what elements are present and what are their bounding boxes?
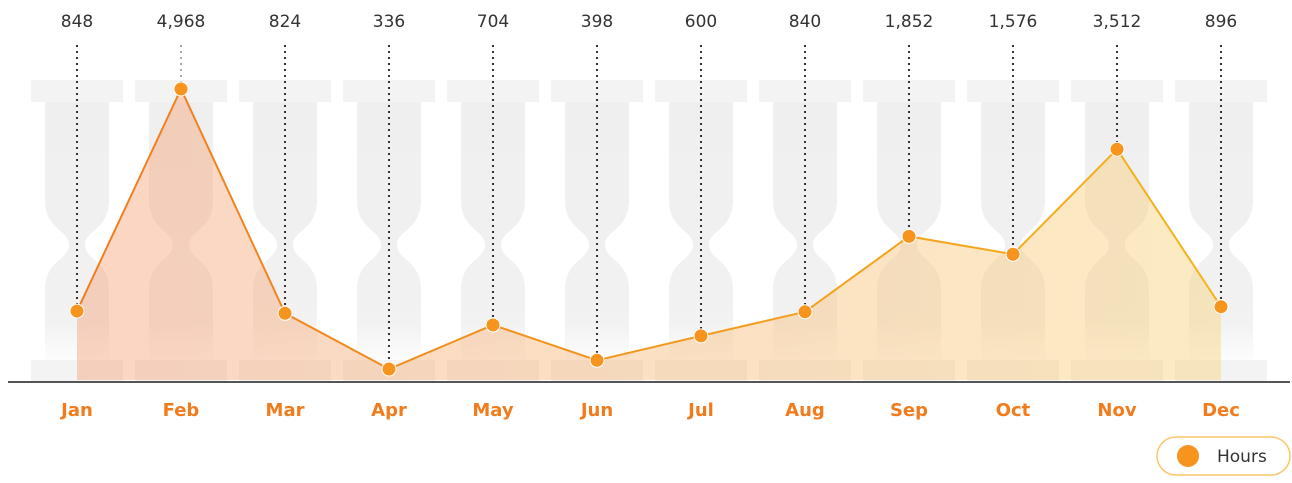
x-tick-label: Sep — [890, 400, 928, 421]
x-tick-label: Feb — [163, 400, 200, 421]
marker — [486, 318, 500, 332]
page: {"chart_data": {"type": "line", "categor… — [0, 0, 1292, 479]
value-label: 1,852 — [885, 12, 934, 32]
value-label: 896 — [1205, 12, 1237, 32]
x-tick-label: Jun — [579, 400, 613, 421]
column-cap — [551, 80, 643, 102]
chart: Hours 848 Jan 4,968 Feb 824 Mar 336 Apr 704 May 39… — [0, 0, 1292, 479]
value-label: 840 — [789, 12, 821, 32]
x-tick-label: Jul — [686, 400, 714, 421]
column-cap — [759, 80, 851, 102]
legend: Hours — [1157, 437, 1290, 475]
marker — [278, 306, 292, 320]
column-cap — [967, 80, 1059, 102]
x-tick-label: Mar — [266, 400, 305, 421]
legend-swatch — [1177, 445, 1199, 467]
column-cap — [1071, 80, 1163, 102]
value-label: 1,576 — [989, 12, 1038, 32]
marker — [1110, 142, 1124, 156]
marker — [174, 82, 188, 96]
x-tick-label: Nov — [1097, 400, 1136, 421]
value-label: 4,968 — [157, 12, 206, 32]
value-label: 398 — [581, 12, 613, 32]
value-label: 336 — [373, 12, 405, 32]
x-tick-label: Jan — [59, 400, 93, 421]
column-cap — [447, 80, 539, 102]
column-cap — [239, 80, 331, 102]
x-tick-label: Dec — [1202, 400, 1240, 421]
value-label: 848 — [61, 12, 93, 32]
marker — [590, 353, 604, 367]
x-tick-label: Apr — [371, 400, 407, 421]
marker — [902, 229, 916, 243]
column-cap — [31, 80, 123, 102]
legend-label: Hours — [1217, 447, 1267, 467]
marker — [70, 304, 84, 318]
x-tick-label: Oct — [996, 400, 1031, 421]
marker — [1006, 247, 1020, 261]
column-cap — [655, 80, 747, 102]
value-label: 3,512 — [1093, 12, 1142, 32]
value-label: 824 — [269, 12, 301, 32]
marker — [1214, 300, 1228, 314]
marker — [694, 329, 708, 343]
marker — [798, 305, 812, 319]
value-label: 704 — [477, 12, 509, 32]
marker — [382, 362, 396, 376]
x-tick-label: Aug — [785, 400, 825, 421]
column-cap — [343, 80, 435, 102]
x-tick-label: May — [472, 400, 514, 421]
value-label: 600 — [685, 12, 717, 32]
column-cap — [1175, 80, 1267, 102]
column-cap — [863, 80, 955, 102]
